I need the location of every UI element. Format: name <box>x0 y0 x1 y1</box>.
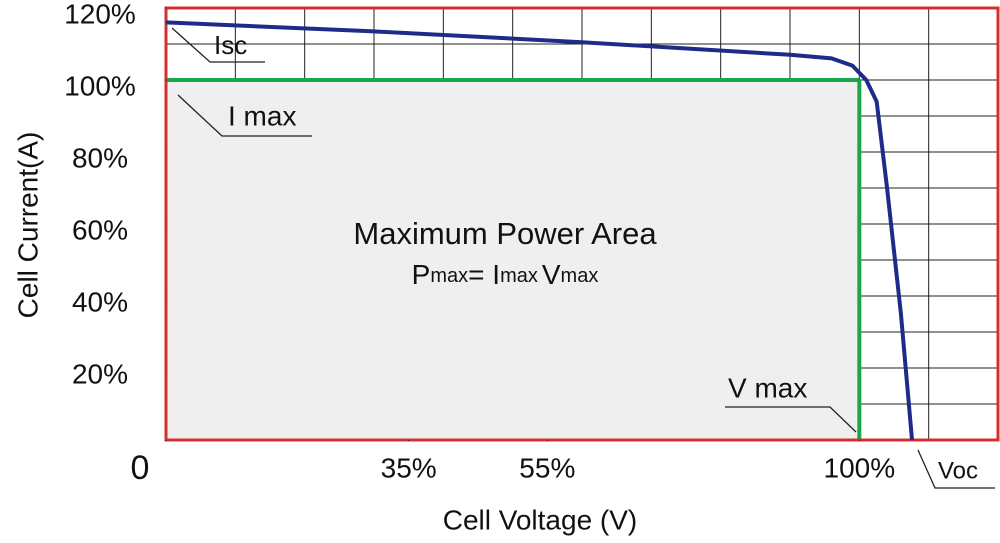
iv-curve <box>165 20 915 441</box>
area-title: Maximum Power Area <box>353 216 657 251</box>
y-axis-label: Cell Current(A) <box>12 132 43 319</box>
annotation: I max <box>228 100 296 131</box>
y-tick-label: 20% <box>72 358 128 389</box>
leader-line <box>917 449 995 489</box>
formula-part: max <box>430 265 468 287</box>
formula-part: I <box>492 259 500 290</box>
formula-part: max <box>561 265 599 287</box>
leader-line <box>171 27 265 63</box>
y-tick-label: 80% <box>72 142 128 173</box>
leader-line <box>177 94 312 137</box>
leader-line <box>725 406 857 433</box>
annotation: Isc <box>214 30 247 60</box>
formula-part: V <box>542 259 561 290</box>
x-tick-label: 0 <box>131 449 150 487</box>
y-tick-label: 100% <box>64 70 136 101</box>
formula-part: = <box>468 259 492 290</box>
x-axis-label: Cell Voltage (V) <box>443 504 638 535</box>
formula-part: P <box>412 259 431 290</box>
pmax-area <box>166 80 860 440</box>
x-tick-label: 100% <box>824 452 896 483</box>
marks <box>164 6 1000 442</box>
y-tick-label: 120% <box>64 0 136 29</box>
annotation: V max <box>728 372 807 403</box>
formula: Pmax= Imax Vmax <box>412 259 599 290</box>
x-tick-label: 55% <box>519 452 575 483</box>
y-tick-label: 40% <box>72 286 128 317</box>
formula-part: max <box>500 265 538 287</box>
annotation: Voc <box>938 457 978 484</box>
x-tick-label: 35% <box>381 452 437 483</box>
y-tick-label: 60% <box>72 214 128 245</box>
